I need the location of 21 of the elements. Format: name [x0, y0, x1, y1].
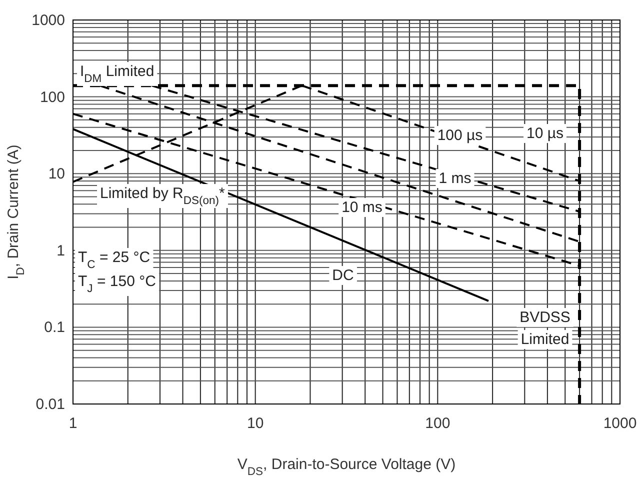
annotation: T$_{C}$ = 25 °C: [78, 249, 150, 271]
annotation: 10 ms: [342, 199, 382, 216]
x-axis-title: V$_{DS}$, Drain-to-Source Voltage (V): [237, 456, 456, 478]
y-tick-label: 1000: [32, 12, 65, 29]
x-tick-label: 100: [425, 415, 450, 432]
y-tick-label: 1: [56, 242, 65, 260]
y-tick-label: 10: [48, 166, 65, 183]
y-tick-label: 0.1: [44, 319, 65, 336]
annotation: DC: [332, 267, 354, 284]
annotation: I$_{DM}$ Limited: [80, 63, 154, 85]
annotation: BVDSS Limited: [520, 309, 570, 348]
x-tick-label: 1000: [603, 415, 637, 432]
annotation: 1 ms: [438, 170, 472, 187]
annotation: 10 µs: [526, 125, 564, 142]
y-tick-label: 0.01: [36, 396, 65, 413]
x-tick-label: 1: [68, 415, 78, 432]
annotation: T$_{J}$ = 150 °C: [78, 273, 156, 295]
x-tick-label: 10: [246, 415, 264, 432]
y-tick-label: 100: [40, 88, 65, 106]
annotation: 100 µs: [437, 127, 483, 144]
annotation: Limited by R$_{DS(on)}$*: [100, 185, 226, 207]
